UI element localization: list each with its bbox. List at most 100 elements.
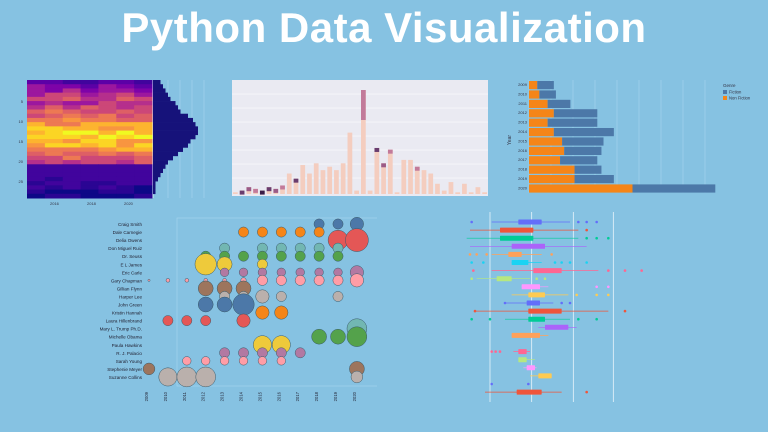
bar-non-fiction — [529, 165, 575, 174]
heatmap-y-tick: 5 — [21, 99, 24, 104]
bubble — [142, 362, 156, 376]
bar — [327, 166, 333, 194]
bar-non-fiction — [529, 128, 554, 137]
box — [511, 332, 540, 338]
outlier — [577, 220, 580, 224]
svg-text:Genre: Genre — [723, 83, 736, 88]
histogram-bar — [153, 96, 171, 102]
bar-fiction — [553, 109, 598, 118]
outlier — [577, 317, 580, 321]
outlier — [623, 269, 627, 272]
bar — [354, 190, 359, 194]
outlier — [607, 293, 610, 297]
bar — [448, 182, 454, 194]
bar — [401, 159, 407, 194]
bar — [293, 178, 299, 194]
bar — [347, 132, 353, 194]
bubble — [274, 305, 289, 320]
box — [533, 268, 562, 274]
bar-non-fiction — [529, 137, 563, 146]
year-tick: 2013 — [220, 391, 225, 401]
bubble — [275, 250, 287, 262]
box-plot-chart — [466, 212, 643, 402]
author-bubble-chart: Craig Smith Dale Carnegie Delia Owens Don M… — [100, 217, 377, 401]
author-label: Sarah Young — [116, 359, 143, 364]
year-tick: 2017 — [295, 391, 300, 401]
heatmap-y-tick: 20 — [19, 159, 24, 164]
histogram-bar — [153, 109, 181, 115]
year-label: 2014 — [518, 129, 528, 134]
year-label: 2009 — [518, 82, 528, 87]
author-label: Paula Hawkins — [112, 343, 143, 348]
bar — [367, 190, 373, 194]
outlier — [585, 228, 588, 232]
bubble — [147, 279, 151, 282]
bubble — [311, 328, 327, 345]
author-label: John Green — [118, 303, 142, 308]
outlier — [470, 220, 473, 224]
bubble — [182, 356, 192, 366]
histogram-bar — [153, 117, 193, 123]
author-label: Don Miguel Ruiz — [108, 246, 142, 251]
outlier — [535, 277, 538, 280]
year-label: 2012 — [518, 110, 528, 115]
author-label: Dale Carnegie — [113, 230, 143, 235]
outlier — [607, 285, 610, 289]
year-tick: 2018 — [314, 391, 319, 401]
outlier — [595, 285, 598, 289]
outlier — [488, 317, 492, 321]
year-tick: 2010 — [163, 391, 168, 401]
bar — [428, 173, 434, 194]
outlier — [560, 261, 563, 264]
y-axis-label: Year — [507, 135, 513, 145]
bar-non-fiction — [529, 184, 633, 193]
outlier — [607, 269, 610, 272]
bar-non-fiction — [529, 156, 561, 165]
box — [528, 308, 562, 314]
bar-non-fiction — [529, 175, 575, 184]
histogram-bar — [153, 101, 176, 106]
stacked-bar-chart — [232, 80, 488, 196]
author-label: Michelle Obama — [109, 335, 143, 340]
bar — [475, 187, 481, 194]
histogram-bar — [153, 176, 158, 182]
outlier — [595, 317, 598, 321]
year-label: 2016 — [518, 148, 528, 153]
outlier — [470, 261, 473, 264]
author-label: Laura Hillenbrand — [106, 319, 143, 324]
outlier — [585, 390, 588, 394]
author-label: Dr. Seuss — [122, 254, 143, 259]
outlier — [595, 293, 598, 297]
bubble — [195, 366, 216, 388]
bubble — [294, 226, 306, 238]
outlier — [585, 220, 588, 224]
bubble — [349, 273, 364, 288]
outlier — [585, 236, 588, 240]
histogram-bar — [153, 143, 188, 148]
bubble — [238, 267, 249, 277]
bar — [340, 163, 346, 194]
year-label: 2011 — [518, 101, 527, 106]
outlier — [585, 261, 588, 264]
bubble — [216, 296, 233, 313]
bubble — [200, 315, 212, 326]
outlier — [527, 382, 530, 386]
year-tick: 2020 — [352, 391, 357, 401]
box — [500, 235, 534, 241]
histogram-bar — [153, 130, 198, 136]
outlier — [485, 253, 488, 256]
year-tick: 2015 — [257, 391, 262, 401]
outlier — [468, 253, 472, 256]
bar-fiction — [574, 165, 602, 174]
bar — [394, 192, 400, 194]
svg-text:Non Fiction: Non Fiction — [729, 96, 751, 101]
author-label: Kristin Hannah — [112, 311, 143, 316]
histogram-bar — [153, 189, 156, 195]
bubble — [294, 347, 306, 359]
box — [521, 284, 540, 290]
histogram-bar — [153, 113, 188, 119]
histogram-bar — [153, 105, 178, 110]
outlier — [503, 301, 507, 305]
bar-fiction — [539, 90, 556, 99]
outlier — [475, 253, 478, 256]
